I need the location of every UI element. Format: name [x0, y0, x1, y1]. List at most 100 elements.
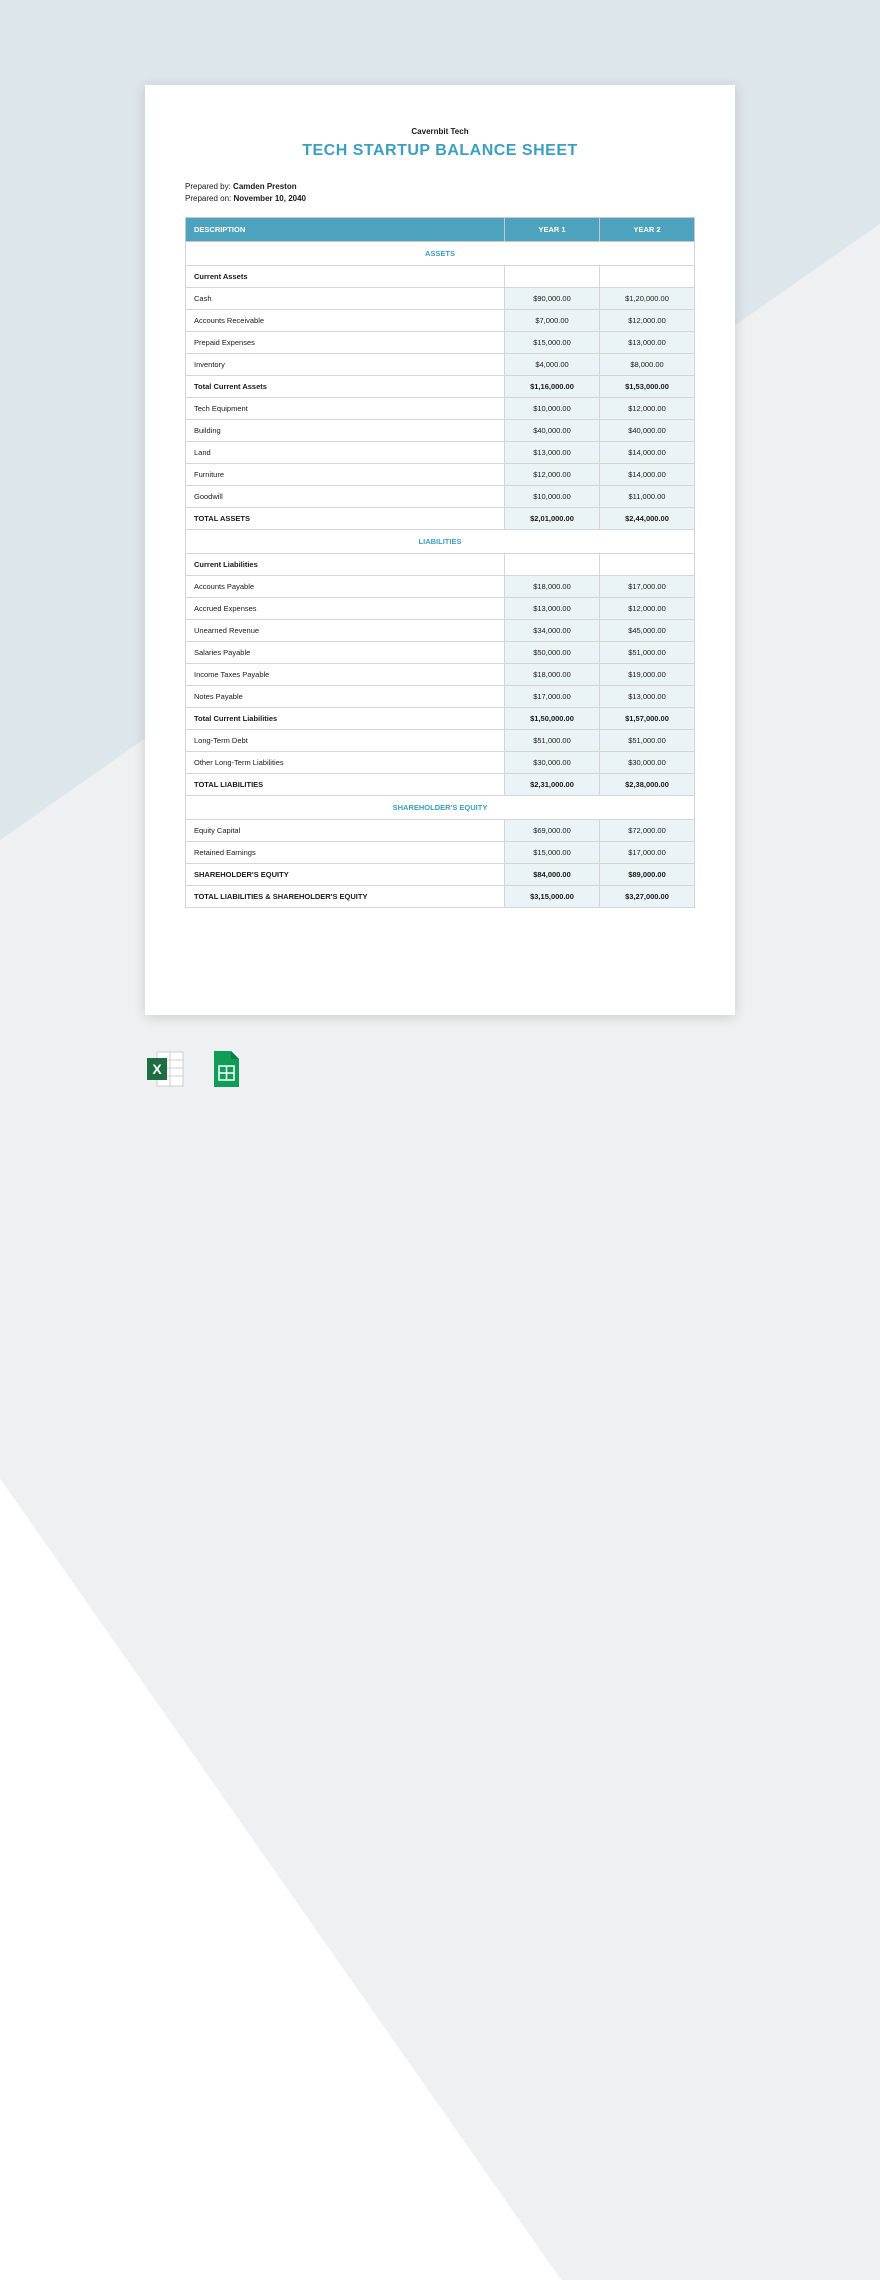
table-row-subtotal: Total Current Liabilities$1,50,000.00$1,…	[186, 708, 695, 730]
row-y1: $2,31,000.00	[505, 774, 600, 796]
row-label: Total Current Liabilities	[186, 708, 505, 730]
col-year1: YEAR 1	[505, 218, 600, 242]
row-y1: $13,000.00	[505, 442, 600, 464]
section-liabilities: LIABILITIES	[186, 530, 695, 554]
row-y2: $89,000.00	[600, 864, 695, 886]
row-y2: $14,000.00	[600, 464, 695, 486]
row-y2: $17,000.00	[600, 842, 695, 864]
table-row: Equity Capital$69,000.00$72,000.00	[186, 820, 695, 842]
row-y1: $90,000.00	[505, 288, 600, 310]
col-description: DESCRIPTION	[186, 218, 505, 242]
table-row: Retained Earnings$15,000.00$17,000.00	[186, 842, 695, 864]
row-y1: $2,01,000.00	[505, 508, 600, 530]
table-row-total: TOTAL LIABILITIES$2,31,000.00$2,38,000.0…	[186, 774, 695, 796]
table-row: Prepaid Expenses$15,000.00$13,000.00	[186, 332, 695, 354]
prepared-on-value: November 10, 2040	[234, 194, 307, 203]
prepared-by-label: Prepared by:	[185, 182, 231, 191]
row-label: Accounts Receivable	[186, 310, 505, 332]
prepared-on-label: Prepared on:	[185, 194, 231, 203]
section-assets: ASSETS	[186, 242, 695, 266]
row-label: SHAREHOLDER'S EQUITY	[186, 864, 505, 886]
table-row: Accrued Expenses$13,000.00$12,000.00	[186, 598, 695, 620]
row-y1: $18,000.00	[505, 664, 600, 686]
cell-empty	[505, 554, 600, 576]
table-row: Inventory$4,000.00$8,000.00	[186, 354, 695, 376]
row-label: Salaries Payable	[186, 642, 505, 664]
row-y2: $13,000.00	[600, 332, 695, 354]
row-label: Total Current Assets	[186, 376, 505, 398]
row-y1: $12,000.00	[505, 464, 600, 486]
row-y1: $1,50,000.00	[505, 708, 600, 730]
row-y2: $12,000.00	[600, 598, 695, 620]
section-equity-label: SHAREHOLDER'S EQUITY	[186, 796, 695, 820]
table-row: Unearned Revenue$34,000.00$45,000.00	[186, 620, 695, 642]
table-row: Salaries Payable$50,000.00$51,000.00	[186, 642, 695, 664]
row-label: Income Taxes Payable	[186, 664, 505, 686]
table-row: Cash$90,000.00$1,20,000.00	[186, 288, 695, 310]
section-liabilities-label: LIABILITIES	[186, 530, 695, 554]
table-row-grand-total: TOTAL LIABILITIES & SHAREHOLDER'S EQUITY…	[186, 886, 695, 908]
col-year2: YEAR 2	[600, 218, 695, 242]
table-row: Land$13,000.00$14,000.00	[186, 442, 695, 464]
excel-icon[interactable]: X	[145, 1048, 187, 1090]
row-y2: $3,27,000.00	[600, 886, 695, 908]
row-label: Other Long-Term Liabilities	[186, 752, 505, 774]
subhead-current-assets-label: Current Assets	[186, 266, 505, 288]
table-row: Income Taxes Payable$18,000.00$19,000.00	[186, 664, 695, 686]
row-y1: $18,000.00	[505, 576, 600, 598]
row-y1: $13,000.00	[505, 598, 600, 620]
section-equity: SHAREHOLDER'S EQUITY	[186, 796, 695, 820]
row-y1: $69,000.00	[505, 820, 600, 842]
row-y2: $51,000.00	[600, 642, 695, 664]
table-row: Other Long-Term Liabilities$30,000.00$30…	[186, 752, 695, 774]
row-y2: $19,000.00	[600, 664, 695, 686]
row-y2: $1,53,000.00	[600, 376, 695, 398]
row-y1: $84,000.00	[505, 864, 600, 886]
row-y1: $34,000.00	[505, 620, 600, 642]
row-label: Unearned Revenue	[186, 620, 505, 642]
row-y1: $15,000.00	[505, 332, 600, 354]
row-y2: $45,000.00	[600, 620, 695, 642]
row-y1: $50,000.00	[505, 642, 600, 664]
row-y2: $12,000.00	[600, 310, 695, 332]
row-y2: $2,38,000.00	[600, 774, 695, 796]
table-row-subtotal: SHAREHOLDER'S EQUITY$84,000.00$89,000.00	[186, 864, 695, 886]
row-label: Equity Capital	[186, 820, 505, 842]
row-y2: $11,000.00	[600, 486, 695, 508]
row-y1: $10,000.00	[505, 398, 600, 420]
table-row: Accounts Receivable$7,000.00$12,000.00	[186, 310, 695, 332]
row-label: Inventory	[186, 354, 505, 376]
row-label: TOTAL LIABILITIES	[186, 774, 505, 796]
row-label: Furniture	[186, 464, 505, 486]
row-y2: $72,000.00	[600, 820, 695, 842]
row-y1: $40,000.00	[505, 420, 600, 442]
row-label: Accrued Expenses	[186, 598, 505, 620]
format-icons: X	[145, 1048, 247, 1090]
row-y1: $30,000.00	[505, 752, 600, 774]
table-row-subtotal: Total Current Assets$1,16,000.00$1,53,00…	[186, 376, 695, 398]
table-row: Tech Equipment$10,000.00$12,000.00	[186, 398, 695, 420]
table-header-row: DESCRIPTION YEAR 1 YEAR 2	[186, 218, 695, 242]
svg-text:X: X	[152, 1061, 162, 1077]
prepared-by-line: Prepared by: Camden Preston	[185, 182, 695, 191]
prepared-by-value: Camden Preston	[233, 182, 297, 191]
row-y2: $30,000.00	[600, 752, 695, 774]
row-label: Goodwill	[186, 486, 505, 508]
row-label: Accounts Payable	[186, 576, 505, 598]
table-row-total: TOTAL ASSETS$2,01,000.00$2,44,000.00	[186, 508, 695, 530]
section-assets-label: ASSETS	[186, 242, 695, 266]
row-label: Long-Term Debt	[186, 730, 505, 752]
table-row: Goodwill$10,000.00$11,000.00	[186, 486, 695, 508]
row-label: TOTAL ASSETS	[186, 508, 505, 530]
row-y1: $17,000.00	[505, 686, 600, 708]
subhead-current-liabilities-label: Current Liabilities	[186, 554, 505, 576]
google-sheets-icon[interactable]	[205, 1048, 247, 1090]
table-row: Notes Payable$17,000.00$13,000.00	[186, 686, 695, 708]
row-y2: $40,000.00	[600, 420, 695, 442]
row-y1: $7,000.00	[505, 310, 600, 332]
table-row: Long-Term Debt$51,000.00$51,000.00	[186, 730, 695, 752]
row-y2: $51,000.00	[600, 730, 695, 752]
table-row: Accounts Payable$18,000.00$17,000.00	[186, 576, 695, 598]
row-label: Building	[186, 420, 505, 442]
row-label: Notes Payable	[186, 686, 505, 708]
